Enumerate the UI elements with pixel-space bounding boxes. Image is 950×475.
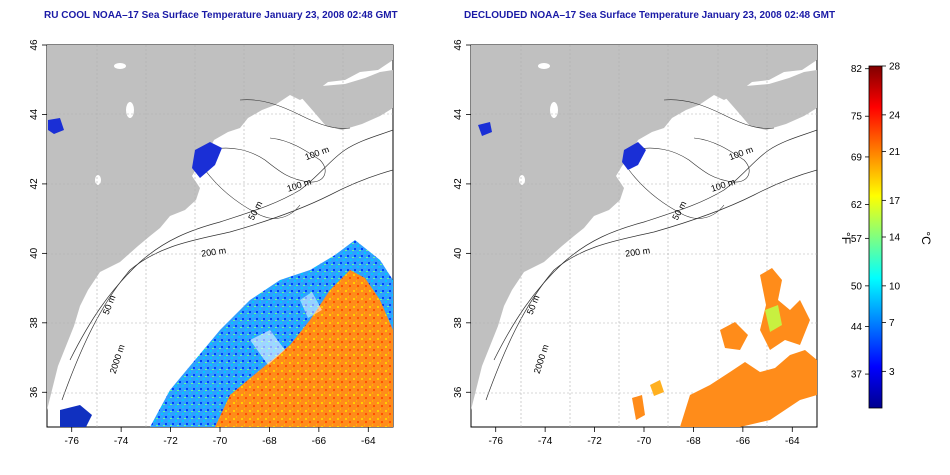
colorbar-f-tick-label: 75 [851, 112, 863, 123]
x-tick-label: -68 [686, 436, 701, 447]
right-map-panel [470, 44, 818, 428]
x-tick-label: -64 [785, 436, 800, 447]
colorbar-c-tick-label: 21 [889, 147, 901, 158]
y-tick-label: 42 [453, 178, 464, 190]
colorbar-f-tick-label: 50 [851, 281, 863, 292]
nova-scotia [300, 70, 393, 130]
right-map-title: DECLOUDED NOAA–17 Sea Surface Temperatur… [464, 10, 836, 21]
y-tick-label: 46 [453, 39, 464, 51]
x-tick-label: -66 [312, 436, 327, 447]
colorbar-f-tick-label: 37 [851, 370, 863, 381]
colorbar-c-label: °C [919, 231, 933, 245]
y-tick-label: 46 [29, 39, 40, 51]
x-tick-label: -66 [736, 436, 751, 447]
colorbar-f-tick-label: 82 [851, 64, 863, 75]
cold-patch [622, 142, 646, 170]
x-tick-label: -76 [488, 436, 503, 447]
x-tick-label: -74 [538, 436, 553, 447]
x-tick-label: -76 [64, 436, 79, 447]
sst-warm-region [215, 270, 393, 427]
x-tick-label: -72 [163, 436, 178, 447]
nova-scotia [724, 70, 817, 130]
y-tick-label: 38 [29, 317, 40, 329]
colorbar-f-tick-label: 62 [851, 200, 863, 211]
left-map-panel [46, 44, 394, 428]
colorbar-c-tick-label: 7 [889, 318, 895, 329]
contour-label: 200 m [625, 245, 651, 258]
x-tick-label: -70 [637, 436, 652, 447]
colorbar-c-tick-label: 3 [889, 367, 895, 378]
left-map-title: RU COOL NOAA–17 Sea Surface Temperature … [44, 10, 398, 21]
y-tick-label: 36 [29, 386, 40, 398]
y-tick-label: 44 [453, 108, 464, 120]
x-tick-label: -70 [213, 436, 228, 447]
x-tick-label: -64 [361, 436, 376, 447]
colorbar-f-tick-label: 69 [851, 152, 863, 163]
cold-patch [192, 142, 222, 178]
sst-warm-region [680, 350, 817, 427]
colorbar-c-tick-label: 14 [889, 233, 901, 244]
x-tick-label: -72 [587, 436, 602, 447]
y-tick-label: 40 [453, 247, 464, 259]
y-tick-label: 38 [453, 317, 464, 329]
contour-label: 200 m [201, 245, 227, 258]
y-tick-label: 40 [29, 247, 40, 259]
colorbar-c-tick-label: 10 [889, 281, 901, 292]
y-tick-label: 42 [29, 178, 40, 190]
colorbar: °F °C [839, 65, 933, 409]
colorbar-c-tick-label: 28 [889, 62, 901, 73]
colorbar-c-tick-label: 24 [889, 110, 901, 121]
x-tick-label: -74 [114, 436, 129, 447]
x-tick-label: -68 [262, 436, 277, 447]
land-mass [471, 45, 817, 410]
colorbar-f-tick-label: 57 [851, 234, 863, 245]
y-tick-label: 36 [453, 386, 464, 398]
y-tick-label: 44 [29, 108, 40, 120]
land-mass [47, 45, 393, 410]
colorbar-f-label: °F [839, 232, 853, 244]
colorbar-c-tick-label: 17 [889, 196, 901, 207]
colorbar-f-tick-label: 44 [851, 322, 863, 333]
